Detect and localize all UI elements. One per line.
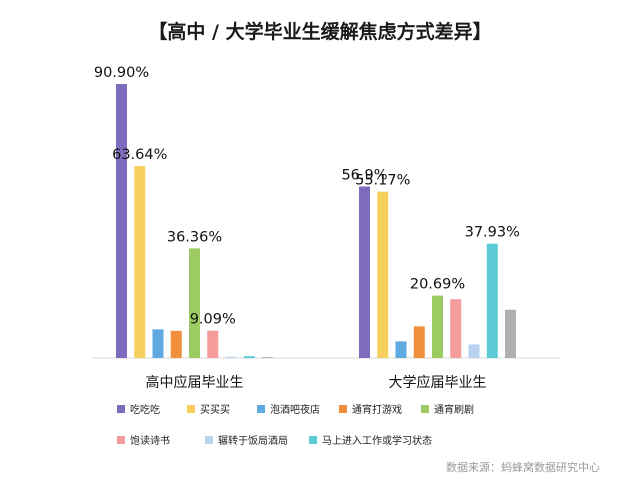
- legend-swatch-8: [309, 436, 317, 444]
- bar-2-8: [486, 243, 498, 358]
- data-label-1-2: 63.64%: [112, 147, 167, 163]
- bar-2-6: [450, 299, 462, 358]
- legend-label-7: 辗转于饭局酒局: [218, 434, 288, 447]
- bar-2-4: [413, 326, 425, 358]
- legend-label-2: 买买买: [200, 404, 230, 416]
- bar-1-2: [134, 166, 146, 358]
- data-label-2-5: 20.69%: [410, 277, 465, 293]
- bar-1-4: [170, 330, 182, 358]
- bar-1-1: [116, 84, 127, 358]
- bar-1-6: [207, 330, 219, 358]
- bar-1-9: [262, 357, 273, 358]
- category-label-2: 大学应届毕业生: [389, 374, 487, 391]
- legend-swatch-1: [117, 405, 125, 413]
- data-label-2-8: 37.93%: [465, 225, 520, 241]
- bar-2-5: [432, 295, 443, 358]
- data-label-1-5: 36.36%: [167, 229, 222, 245]
- data-label-2-2: 55.17%: [355, 173, 410, 189]
- category-labels: 高中应届毕业生 大学应届毕业生: [146, 374, 487, 391]
- bar-2-9: [505, 309, 516, 358]
- chart-title: 【高中 / 大学毕业生缓解焦虑方式差异】: [148, 20, 491, 43]
- bar-2-2: [377, 191, 389, 358]
- legend-swatch-5: [421, 405, 429, 413]
- legend-swatch-4: [339, 405, 347, 413]
- data-label-1-1: 90.90%: [94, 65, 149, 81]
- bar-1-8: [243, 356, 255, 358]
- legend-label-1: 吃吃吃: [130, 403, 160, 416]
- legend-label-6: 饱读诗书: [130, 434, 170, 447]
- bar-1-7: [225, 356, 237, 358]
- data-label-2-1: 56.9%: [341, 167, 387, 183]
- bars-group: 90.90% 63.64% 36.36% 9.09% 56.9%55.17% 20.69%…: [94, 65, 520, 358]
- legend-label-4: 通宵打游戏: [352, 403, 402, 416]
- category-label-1: 高中应届毕业生: [146, 374, 244, 391]
- legend-swatch-2: [187, 405, 195, 413]
- legend-label-5: 通宵刷剧: [434, 403, 474, 416]
- data-label-1-6: 9.09%: [190, 312, 236, 328]
- legend-label-3: 泡酒吧夜店: [270, 403, 320, 416]
- source-note: 数据来源：蚂蜂窝数据研究中心: [446, 460, 600, 474]
- bar-2-1: [359, 186, 370, 358]
- legend-label-8: 马上进入工作或学习状态: [322, 434, 432, 447]
- legend-swatch-7: [205, 436, 213, 444]
- bar-2-7: [468, 344, 480, 358]
- bar-2-3: [395, 341, 407, 358]
- bar-1-5: [189, 248, 200, 358]
- bar-1-3: [152, 329, 164, 358]
- legend-swatch-6: [117, 436, 125, 444]
- legend-swatch-3: [257, 405, 265, 413]
